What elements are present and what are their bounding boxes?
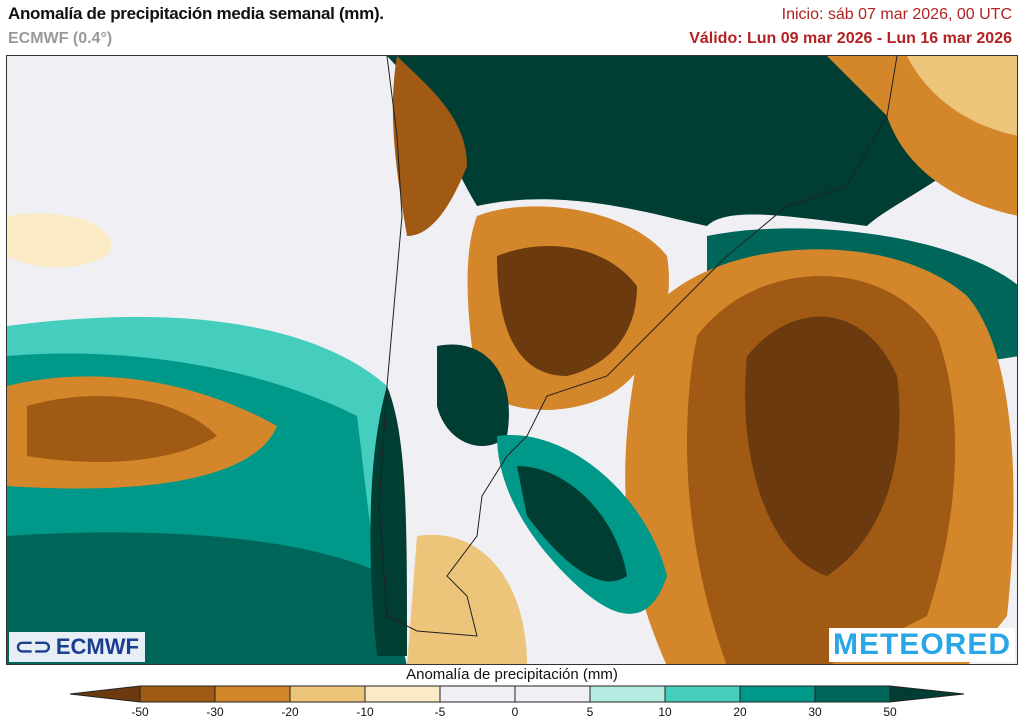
colorbar bbox=[69, 685, 965, 703]
colorbar-segment bbox=[364, 685, 441, 703]
colorbar-segment bbox=[439, 685, 516, 703]
colorbar-tick-label: 30 bbox=[808, 705, 822, 719]
colorbar-segment bbox=[739, 685, 816, 703]
map-title: Anomalía de precipitación media semanal … bbox=[8, 4, 384, 23]
colorbar-segment bbox=[664, 685, 741, 703]
colorbar-tick-label: -20 bbox=[281, 705, 299, 719]
colorbar-tick-label: -5 bbox=[434, 705, 446, 719]
colorbar-segment bbox=[514, 685, 591, 703]
colorbar-tick-label: 5 bbox=[586, 705, 594, 719]
colorbar-segment bbox=[289, 685, 366, 703]
meteored-logo: METEORED bbox=[828, 628, 1015, 662]
colorbar-segment bbox=[814, 685, 891, 703]
colorbar-low-extension bbox=[69, 685, 141, 703]
precipitation-anomaly-map: ⊂⊃ ECMWF METEORED bbox=[6, 55, 1018, 665]
colorbar-high-extension bbox=[889, 685, 965, 703]
anomaly-field bbox=[7, 56, 1017, 664]
colorbar-segment bbox=[214, 685, 291, 703]
colorbar-tick-label: -10 bbox=[356, 705, 374, 719]
colorbar-tick-label: 20 bbox=[733, 705, 747, 719]
colorbar-tick-label: 10 bbox=[658, 705, 672, 719]
init-time: Inicio: sáb 07 mar 2026, 00 UTC bbox=[781, 6, 1012, 23]
colorbar-title: Anomalía de precipitación (mm) bbox=[406, 666, 618, 683]
model-label: ECMWF (0.4°) bbox=[8, 30, 113, 47]
colorbar-segment bbox=[139, 685, 216, 703]
ecmwf-logo-text: ECMWF bbox=[55, 634, 139, 659]
ecmwf-logo: ⊂⊃ ECMWF bbox=[9, 632, 145, 662]
colorbar-tick-label: -30 bbox=[206, 705, 224, 719]
colorbar-tick-label: 50 bbox=[883, 705, 897, 719]
colorbar-segment bbox=[589, 685, 666, 703]
colorbar-tick-label: 0 bbox=[511, 705, 519, 719]
valid-period: Válido: Lun 09 mar 2026 - Lun 16 mar 202… bbox=[689, 30, 1012, 47]
ecmwf-logo-icon: ⊂⊃ bbox=[15, 634, 52, 659]
colorbar-tick-label: -50 bbox=[131, 705, 149, 719]
